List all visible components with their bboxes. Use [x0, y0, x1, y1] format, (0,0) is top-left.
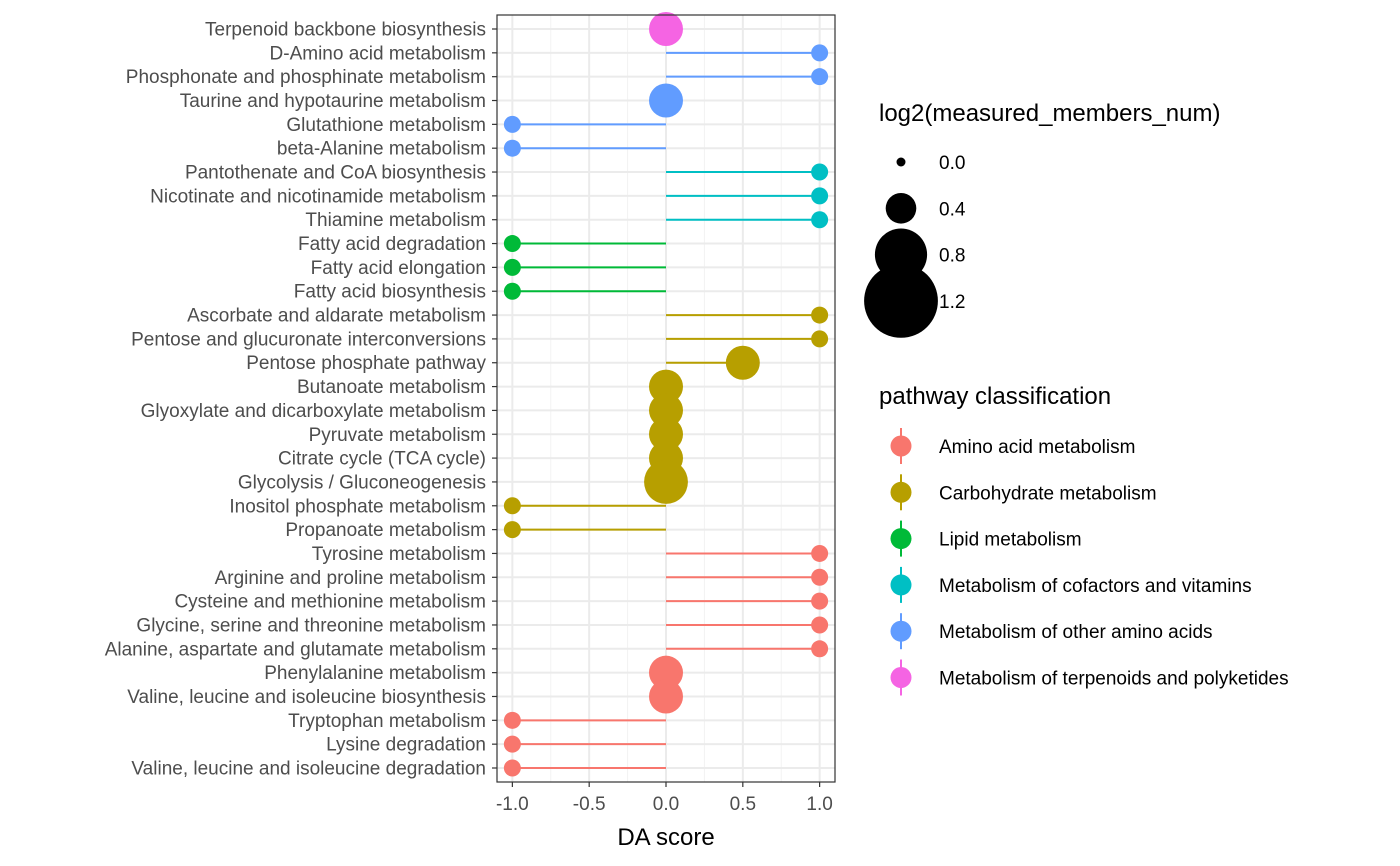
color-legend-label: Metabolism of other amino acids — [939, 622, 1213, 643]
y-tick-label: Cysteine and methionine metabolism — [174, 592, 486, 613]
y-tick-label: Arginine and proline metabolism — [215, 568, 486, 589]
size-legend-key — [864, 264, 938, 338]
y-tick-label: Thiamine metabolism — [305, 210, 486, 231]
y-tick-label: Ascorbate and aldarate metabolism — [187, 306, 486, 327]
point-terpenoid-backbone-biosynthesis — [649, 12, 683, 46]
color-legend-label: Lipid metabolism — [939, 530, 1082, 551]
y-tick-label: Valine, leucine and isoleucine degradati… — [131, 759, 486, 780]
point-d-amino-acid-metabolism — [811, 44, 829, 62]
color-legend-label: Carbohydrate metabolism — [939, 483, 1157, 504]
y-tick-label: beta-Alanine metabolism — [277, 139, 486, 160]
point-glyoxylate-and-dicarboxylate-metabolism — [649, 393, 683, 428]
y-tick-label: Taurine and hypotaurine metabolism — [180, 91, 486, 112]
point-beta-alanine-metabolism — [503, 139, 521, 157]
point-pyruvate-metabolism — [649, 417, 683, 452]
y-tick-label: Citrate cycle (TCA cycle) — [278, 449, 486, 470]
y-tick-label: Alanine, aspartate and glutamate metabol… — [105, 639, 486, 660]
size-legend-title: log2(measured_members_num) — [879, 100, 1220, 127]
y-tick-label: Pyruvate metabolism — [309, 425, 486, 446]
color-legend-key — [890, 620, 912, 642]
point-fatty-acid-degradation — [503, 235, 521, 253]
y-tick-label: Tryptophan metabolism — [288, 711, 486, 732]
y-tick-label: Inositol phosphate metabolism — [229, 496, 486, 517]
point-glycine-serine-and-threonine-metabolism — [811, 616, 829, 634]
point-glutathione-metabolism — [503, 115, 521, 133]
color-legend-key — [890, 528, 912, 550]
point-inositol-phosphate-metabolism — [503, 497, 521, 515]
point-arginine-and-proline-metabolism — [811, 568, 829, 586]
y-tick-label: Glyoxylate and dicarboxylate metabolism — [141, 401, 486, 422]
y-tick-label: Glycine, serine and threonine metabolism — [136, 615, 486, 636]
lollipop-points — [503, 12, 829, 777]
y-tick-label: Glycolysis / Gluconeogenesis — [238, 472, 486, 493]
y-tick-label: Glutathione metabolism — [286, 115, 486, 136]
x-tick-label: -1.0 — [496, 794, 529, 815]
point-lysine-degradation — [503, 735, 521, 753]
color-legend-key — [890, 481, 912, 503]
y-tick-label: Lysine degradation — [326, 735, 486, 756]
lollipop-stems — [512, 51, 820, 769]
x-axis-title: DA score — [617, 824, 714, 851]
point-pentose-and-glucuronate-interconversions — [811, 330, 829, 348]
y-tick-label: Pantothenate and CoA biosynthesis — [185, 163, 486, 184]
point-fatty-acid-elongation — [503, 258, 521, 276]
y-tick-label: Propanoate metabolism — [285, 520, 486, 541]
point-tryptophan-metabolism — [503, 711, 521, 729]
y-tick-label: Fatty acid biosynthesis — [294, 282, 486, 303]
point-pentose-phosphate-pathway — [725, 345, 760, 380]
size-legend-label: 0.8 — [939, 246, 965, 267]
point-nicotinate-and-nicotinamide-metabolism — [811, 187, 829, 205]
x-tick-label: 0.5 — [730, 794, 756, 815]
x-tick-label: 1.0 — [806, 794, 832, 815]
color-legend-title: pathway classification — [879, 383, 1111, 410]
color-legend-key — [890, 574, 912, 596]
color-legend-label: Metabolism of terpenoids and polyketides — [939, 669, 1289, 690]
point-tyrosine-metabolism — [811, 544, 829, 562]
x-tick-label: 0.0 — [653, 794, 679, 815]
point-thiamine-metabolism — [811, 211, 829, 229]
x-tick-label: -0.5 — [573, 794, 606, 815]
point-pantothenate-and-coa-biosynthesis — [811, 163, 829, 181]
color-legend-label: Amino acid metabolism — [939, 437, 1135, 458]
point-fatty-acid-biosynthesis — [503, 282, 521, 300]
color-legend: pathway classification Amino acid metabo… — [879, 383, 1289, 696]
size-legend-label: 0.0 — [939, 153, 965, 174]
point-alanine-aspartate-and-glutamate-metabolism — [811, 640, 829, 658]
y-tick-label: D-Amino acid metabolism — [270, 43, 486, 64]
size-legend-label: 0.4 — [939, 199, 966, 220]
y-tick-label: Phenylalanine metabolism — [264, 663, 486, 684]
point-phosphonate-and-phosphinate-metabolism — [811, 68, 829, 86]
point-valine-leucine-and-isoleucine-degradation — [503, 759, 521, 777]
y-tick-label: Valine, leucine and isoleucine biosynthe… — [127, 687, 486, 708]
point-cysteine-and-methionine-metabolism — [811, 592, 829, 610]
y-tick-label: Tyrosine metabolism — [312, 544, 486, 565]
size-legend-label: 1.2 — [939, 292, 965, 313]
point-phenylalanine-metabolism — [649, 655, 683, 690]
y-tick-label: Pentose phosphate pathway — [246, 353, 486, 374]
size-legend-key — [885, 193, 917, 224]
y-tick-label: Butanoate metabolism — [297, 377, 486, 398]
color-legend-key — [890, 667, 912, 688]
y-tick-label: Pentose and glucuronate interconversions — [131, 329, 486, 350]
point-propanoate-metabolism — [503, 521, 521, 539]
point-butanoate-metabolism — [649, 369, 683, 404]
point-taurine-and-hypotaurine-metabolism — [649, 83, 683, 118]
size-legend-key — [896, 157, 906, 167]
y-tick-label: Nicotinate and nicotinamide metabolism — [150, 186, 486, 207]
color-legend-label: Metabolism of cofactors and vitamins — [939, 576, 1252, 597]
point-ascorbate-and-aldarate-metabolism — [811, 306, 829, 324]
y-tick-label: Phosphonate and phosphinate metabolism — [126, 67, 486, 88]
y-tick-label: Terpenoid backbone biosynthesis — [205, 20, 486, 41]
point-valine-leucine-and-isoleucine-biosynthesis — [649, 679, 683, 714]
y-tick-label: Fatty acid degradation — [298, 234, 486, 255]
color-legend-key — [890, 435, 912, 457]
y-tick-label: Fatty acid elongation — [311, 258, 486, 279]
point-glycolysis-gluconeogenesis — [644, 460, 688, 504]
x-axis-ticks: -1.0 -0.5 0.0 0.5 1.0 — [496, 782, 833, 815]
size-legend: log2(measured_members_num) 0.0 0.4 0.8 1.2 — [864, 100, 1220, 338]
